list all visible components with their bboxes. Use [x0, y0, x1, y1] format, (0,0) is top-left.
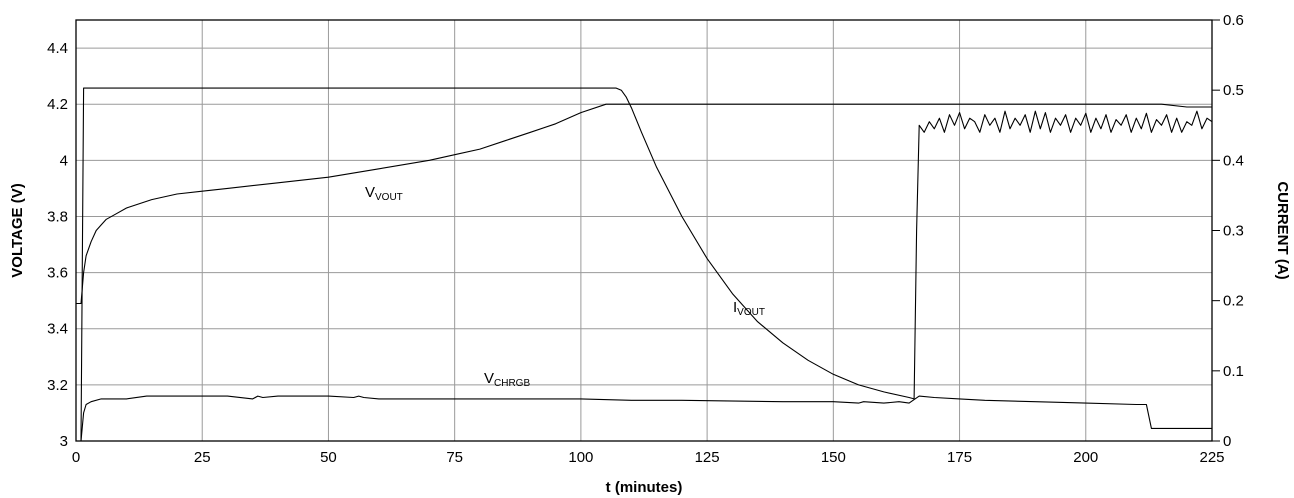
y-right-tick-label: 0.6 [1223, 12, 1244, 29]
y-left-tick-label: 4.4 [47, 40, 68, 57]
y-left-tick-label: 4.2 [47, 96, 68, 113]
y-left-tick-label: 3.2 [47, 377, 68, 394]
y-right-tick-label: 0 [1223, 433, 1231, 450]
plot-frame [75, 19, 1213, 442]
y-left-tick-label: 3.4 [47, 321, 68, 338]
y-left-tick-label: 4 [60, 152, 68, 169]
x-axis-title: t (minutes) [606, 479, 683, 496]
series-line-vvout [76, 103, 1212, 305]
y-right-tick-label: 0.1 [1223, 363, 1244, 380]
y-left-tick-label: 3.8 [47, 208, 68, 225]
series-annotations: VVOUT IVOUT VCHRGB [365, 184, 765, 389]
series-traces [76, 87, 1213, 442]
y-left-tick-label: 3 [60, 433, 68, 450]
series-label-vvout: VVOUT [365, 184, 403, 203]
y-right-tick-label: 0.4 [1223, 152, 1244, 169]
x-tick-label: 0 [72, 449, 80, 466]
x-tick-label: 225 [1199, 449, 1224, 466]
y-axis-right-title: CURRENT (A) [1274, 181, 1291, 279]
x-tick-label: 75 [446, 449, 463, 466]
tick-labels: 0 25 50 75 100 125 150 175 200 225 3 3.2 3.4 3.6 3.8 4 4… [47, 12, 1244, 466]
y-right-tick-label: 0.3 [1223, 223, 1244, 240]
x-tick-label: 100 [568, 449, 593, 466]
y-right-tick-label: 0.5 [1223, 82, 1244, 99]
x-tick-label: 125 [695, 449, 720, 466]
y-right-tick-label: 0.2 [1223, 293, 1244, 310]
x-tick-label: 50 [320, 449, 337, 466]
x-tick-label: 25 [194, 449, 211, 466]
y-axis-left-title: VOLTAGE (V) [9, 183, 26, 277]
y-left-tick-label: 3.6 [47, 265, 68, 282]
series-line-ivout [76, 87, 1213, 442]
series-label-ivout: IVOUT [733, 299, 765, 318]
x-tick-label: 200 [1073, 449, 1098, 466]
x-tick-label: 175 [947, 449, 972, 466]
grid [76, 20, 1212, 441]
series-line-vchrgb [76, 395, 1212, 442]
series-label-vchrgb: VCHRGB [484, 370, 530, 389]
x-tick-label: 150 [821, 449, 846, 466]
